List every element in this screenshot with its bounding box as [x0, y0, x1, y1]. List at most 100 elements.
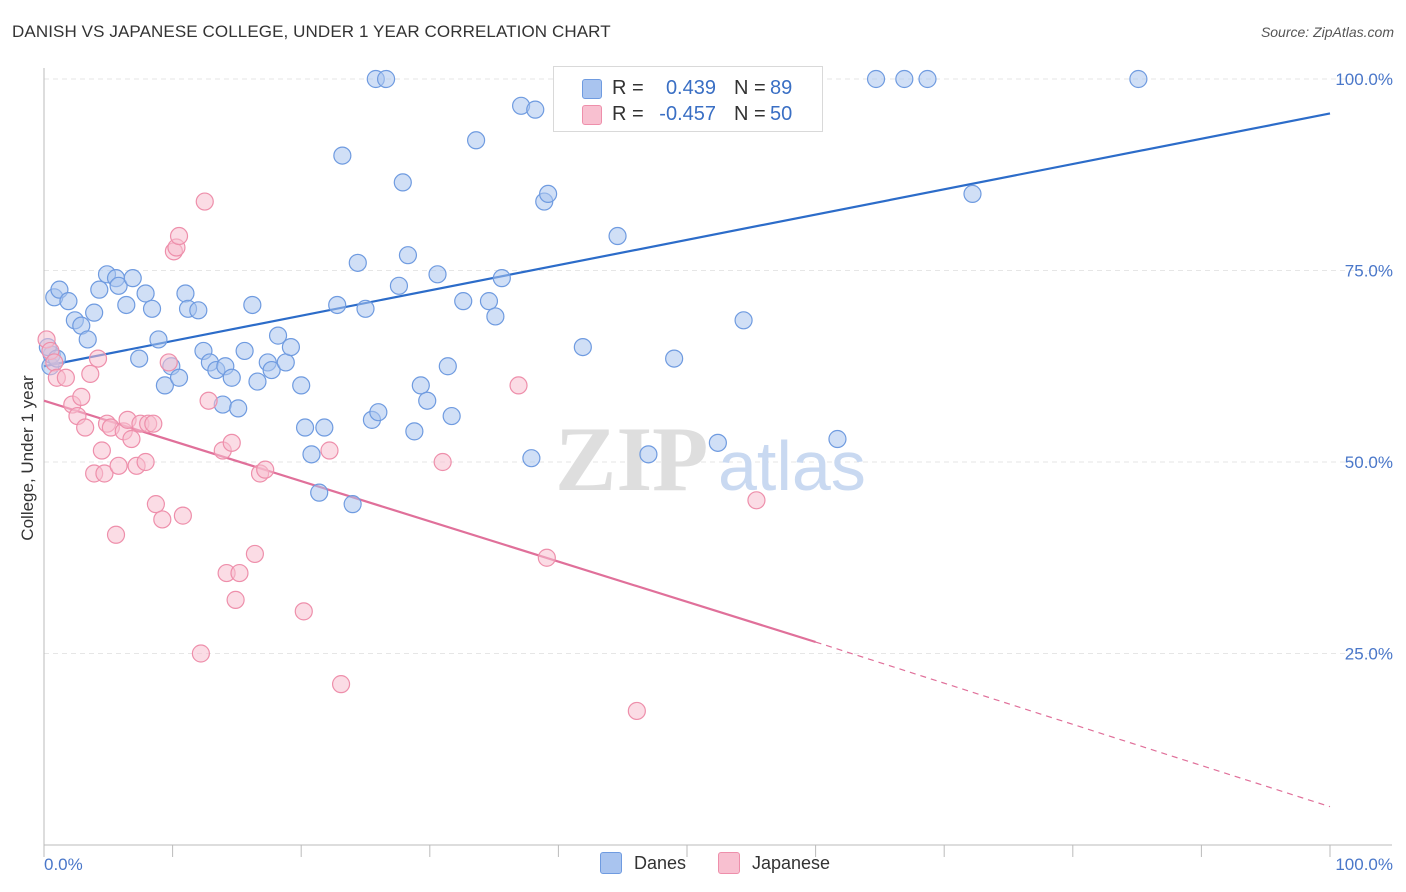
point-danes — [405, 422, 424, 441]
point-danes — [438, 357, 457, 376]
point-danes — [136, 284, 155, 303]
n-value: 50 — [770, 103, 793, 125]
point-japanese — [56, 368, 75, 387]
chart-title: DANISH VS JAPANESE COLLEGE, UNDER 1 YEAR… — [12, 22, 611, 41]
x-tick-label-start: 0.0% — [44, 855, 83, 874]
point-japanese — [537, 548, 556, 567]
point-danes — [117, 295, 136, 315]
point-danes — [149, 330, 168, 349]
point-danes — [918, 69, 937, 89]
point-danes — [235, 341, 254, 361]
point-danes — [398, 246, 418, 265]
point-japanese — [169, 226, 189, 246]
point-danes — [828, 429, 847, 449]
point-danes — [639, 445, 658, 464]
point-danes — [123, 269, 142, 288]
point-danes — [262, 360, 281, 380]
point-japanese — [76, 418, 95, 437]
point-danes — [539, 184, 558, 203]
point-danes — [328, 295, 347, 315]
point-danes — [454, 292, 473, 311]
point-japanese — [146, 495, 165, 514]
point-danes — [90, 280, 109, 299]
point-japanese — [191, 644, 210, 663]
point-danes — [176, 284, 195, 303]
point-danes — [573, 338, 592, 357]
point-japanese — [226, 590, 245, 609]
point-danes — [734, 311, 753, 330]
point-danes — [78, 330, 97, 349]
point-japanese — [144, 414, 163, 433]
point-danes — [389, 276, 409, 295]
point-danes — [442, 406, 461, 426]
y-tick-label: 25.0% — [1345, 645, 1393, 664]
point-japanese — [153, 510, 172, 529]
point-danes — [608, 226, 627, 246]
point-japanese — [92, 441, 111, 460]
point-danes — [963, 184, 982, 203]
point-danes — [276, 353, 295, 372]
point-japanese — [245, 544, 265, 564]
point-danes — [142, 299, 162, 318]
point-danes — [393, 173, 412, 192]
trend-line-japanese — [43, 399, 816, 644]
japanese-swatch — [582, 105, 602, 125]
point-danes — [109, 276, 128, 295]
legend-label-japanese: Japanese — [752, 852, 831, 873]
point-danes — [486, 307, 505, 326]
point-danes — [356, 299, 375, 318]
point-danes — [348, 253, 367, 272]
point-danes — [281, 338, 301, 357]
point-danes — [130, 349, 149, 368]
point-danes — [492, 269, 511, 288]
r-value: 0.439 — [665, 77, 716, 99]
point-japanese — [509, 376, 528, 395]
x-tick-label-end: 100.0% — [1335, 855, 1393, 874]
trend-lines — [43, 112, 1331, 808]
point-danes — [411, 376, 430, 395]
point-japanese — [222, 433, 241, 452]
point-japanese — [230, 563, 249, 583]
point-danes — [376, 69, 396, 89]
point-danes — [466, 131, 486, 150]
point-japanese — [320, 441, 339, 460]
point-japanese — [294, 602, 313, 621]
point-japanese — [122, 429, 141, 449]
point-japanese — [109, 456, 128, 475]
point-danes — [85, 303, 104, 322]
point-danes — [292, 376, 311, 395]
point-japanese — [627, 701, 646, 721]
point-japanese — [433, 452, 452, 472]
point-danes — [155, 376, 174, 395]
y-tick-label: 75.0% — [1345, 262, 1393, 281]
correlation-legend: R = 0.439 N = 89 R = -0.457 N = 50 — [553, 66, 823, 132]
point-danes — [229, 399, 248, 418]
point-danes — [302, 445, 321, 464]
point-japanese — [95, 464, 114, 483]
point-danes — [169, 368, 189, 387]
y-tick-label: 100.0% — [1335, 70, 1393, 89]
point-danes — [1129, 69, 1148, 89]
legend-item-japanese[interactable]: Japanese — [718, 852, 831, 875]
point-danes — [418, 391, 437, 410]
point-japanese — [88, 349, 108, 368]
point-danes — [243, 295, 262, 315]
point-danes — [708, 433, 727, 452]
trend-line-danes — [43, 112, 1331, 368]
n-label: N = — [734, 77, 766, 99]
danes-legend-swatch — [600, 852, 622, 875]
danes-swatch — [582, 79, 602, 99]
japanese-legend-swatch — [718, 852, 740, 875]
point-danes — [189, 301, 208, 320]
legend-item-danes[interactable]: Danes — [600, 852, 687, 875]
point-danes — [268, 326, 288, 345]
point-danes — [295, 418, 315, 437]
point-japanese — [81, 364, 100, 384]
legend-label-danes: Danes — [634, 852, 687, 873]
point-japanese — [195, 192, 214, 211]
point-japanese — [256, 460, 275, 479]
point-danes — [866, 69, 886, 89]
r-value: -0.457 — [659, 103, 716, 125]
n-value: 89 — [770, 77, 793, 99]
point-japanese — [45, 353, 64, 372]
